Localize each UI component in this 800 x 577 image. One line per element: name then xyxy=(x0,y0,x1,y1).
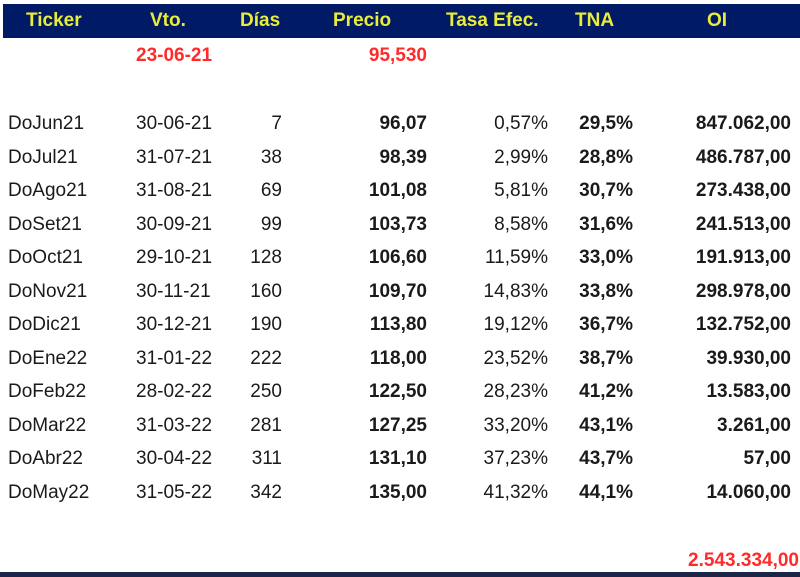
cell-precio: 101,08 xyxy=(368,180,427,201)
cell-ticker: DoJun21 xyxy=(8,113,85,134)
cell-tasa-efec: 28,23% xyxy=(483,381,548,402)
cell-vto: 30-12-21 xyxy=(136,314,213,335)
cell-vto: 31-01-22 xyxy=(136,348,213,369)
cell-ticker: DoOct21 xyxy=(8,247,83,268)
cell-tna: 33,0% xyxy=(579,247,633,268)
cell-tasa-efec: 23,52% xyxy=(483,348,548,369)
cell-precio: 109,70 xyxy=(368,281,427,302)
cell-ticker: DoEne22 xyxy=(8,348,88,369)
cell-oi: 486.787,00 xyxy=(695,147,791,168)
column-header-vto: Vto. xyxy=(150,10,186,31)
cell-ticker: DoNov21 xyxy=(8,281,88,302)
cell-vto: 28-02-22 xyxy=(136,381,213,402)
cell-tasa-efec: 2,99% xyxy=(494,147,548,168)
cell-ticker: DoSet21 xyxy=(8,214,82,235)
reference-price: 95,530 xyxy=(368,45,427,66)
cell-tasa-efec: 19,12% xyxy=(483,314,548,335)
cell-precio: 113,80 xyxy=(369,314,427,335)
cell-oi: 39.930,00 xyxy=(706,348,791,369)
cell-vto: 31-05-22 xyxy=(136,482,213,503)
cell-dias: 222 xyxy=(250,348,282,369)
cell-oi: 191.913,00 xyxy=(695,247,791,268)
column-header-precio: Precio xyxy=(333,10,392,31)
cell-oi: 847.062,00 xyxy=(695,113,791,134)
cell-tna: 43,1% xyxy=(579,415,633,436)
cell-tasa-efec: 33,20% xyxy=(483,415,548,436)
cell-oi: 132.752,00 xyxy=(695,314,791,335)
cell-dias: 99 xyxy=(260,214,282,235)
cell-tasa-efec: 5,81% xyxy=(494,180,548,201)
cell-tasa-efec: 37,23% xyxy=(483,448,548,469)
cell-dias: 190 xyxy=(250,314,282,335)
cell-oi: 241.513,00 xyxy=(695,214,791,235)
cell-dias: 311 xyxy=(251,448,282,469)
column-header-tna: TNA xyxy=(575,10,615,31)
cell-precio: 118,00 xyxy=(369,348,427,369)
cell-tasa-efec: 14,83% xyxy=(483,281,548,302)
cell-tna: 30,7% xyxy=(579,180,633,201)
column-header-tasa-efec: Tasa Efec. xyxy=(446,10,539,31)
cell-tna: 28,8% xyxy=(579,147,633,168)
cell-oi: 13.583,00 xyxy=(706,381,791,402)
cell-dias: 160 xyxy=(250,281,282,302)
cell-oi: 298.978,00 xyxy=(695,281,791,302)
column-header-dias: Días xyxy=(240,10,281,31)
cell-tasa-efec: 8,58% xyxy=(494,214,548,235)
header-bar xyxy=(3,4,800,38)
cell-tna: 33,8% xyxy=(579,281,633,302)
cell-ticker: DoMay22 xyxy=(8,482,90,503)
cell-oi: 57,00 xyxy=(743,448,791,469)
cell-vto: 30-11-21 xyxy=(136,281,211,302)
cell-ticker: DoAbr22 xyxy=(8,448,83,469)
cell-vto: 30-09-21 xyxy=(136,214,213,235)
cell-vto: 30-06-21 xyxy=(136,113,213,134)
cell-tna: 36,7% xyxy=(579,314,633,335)
cell-vto: 31-07-21 xyxy=(136,147,213,168)
cell-dias: 7 xyxy=(271,113,282,134)
cell-precio: 96,07 xyxy=(379,113,427,134)
cell-dias: 38 xyxy=(260,147,282,168)
cell-precio: 103,73 xyxy=(368,214,427,235)
cell-dias: 281 xyxy=(250,415,282,436)
cell-tasa-efec: 11,59% xyxy=(484,247,548,268)
cell-tasa-efec: 0,57% xyxy=(494,113,548,134)
cell-tna: 31,6% xyxy=(579,214,633,235)
cell-precio: 106,60 xyxy=(368,247,427,268)
cell-dias: 250 xyxy=(250,381,282,402)
cell-precio: 135,00 xyxy=(368,482,427,503)
cell-oi: 3.261,00 xyxy=(717,415,791,436)
cell-vto: 29-10-21 xyxy=(136,247,213,268)
cell-oi: 273.438,00 xyxy=(695,180,791,201)
total-oi: 2.543.334,00 xyxy=(688,550,799,571)
cell-precio: 98,39 xyxy=(379,147,427,168)
column-header-ticker: Ticker xyxy=(26,10,82,31)
cell-tna: 38,7% xyxy=(579,348,633,369)
cell-ticker: DoDic21 xyxy=(8,314,81,335)
cell-precio: 122,50 xyxy=(368,381,427,402)
cell-ticker: DoJul21 xyxy=(8,147,78,168)
cell-dias: 69 xyxy=(260,180,282,201)
cell-vto: 31-03-22 xyxy=(136,415,213,436)
cell-ticker: DoMar22 xyxy=(8,415,87,436)
cell-dias: 342 xyxy=(250,482,282,503)
cell-tna: 29,5% xyxy=(579,113,633,134)
cell-vto: 30-04-22 xyxy=(136,448,213,469)
cell-tna: 41,2% xyxy=(579,381,633,402)
column-header-oi: OI xyxy=(707,10,728,31)
reference-date: 23-06-21 xyxy=(136,45,213,66)
cell-tna: 44,1% xyxy=(579,482,633,503)
bottom-border xyxy=(0,572,800,577)
cell-dias: 128 xyxy=(250,247,282,268)
cell-precio: 131,10 xyxy=(368,448,427,469)
cell-ticker: DoAgo21 xyxy=(8,180,88,201)
cell-tna: 43,7% xyxy=(579,448,633,469)
cell-oi: 14.060,00 xyxy=(706,482,791,503)
cell-ticker: DoFeb22 xyxy=(8,381,87,402)
cell-tasa-efec: 41,32% xyxy=(483,482,548,503)
cell-precio: 127,25 xyxy=(368,415,427,436)
cell-vto: 31-08-21 xyxy=(136,180,213,201)
